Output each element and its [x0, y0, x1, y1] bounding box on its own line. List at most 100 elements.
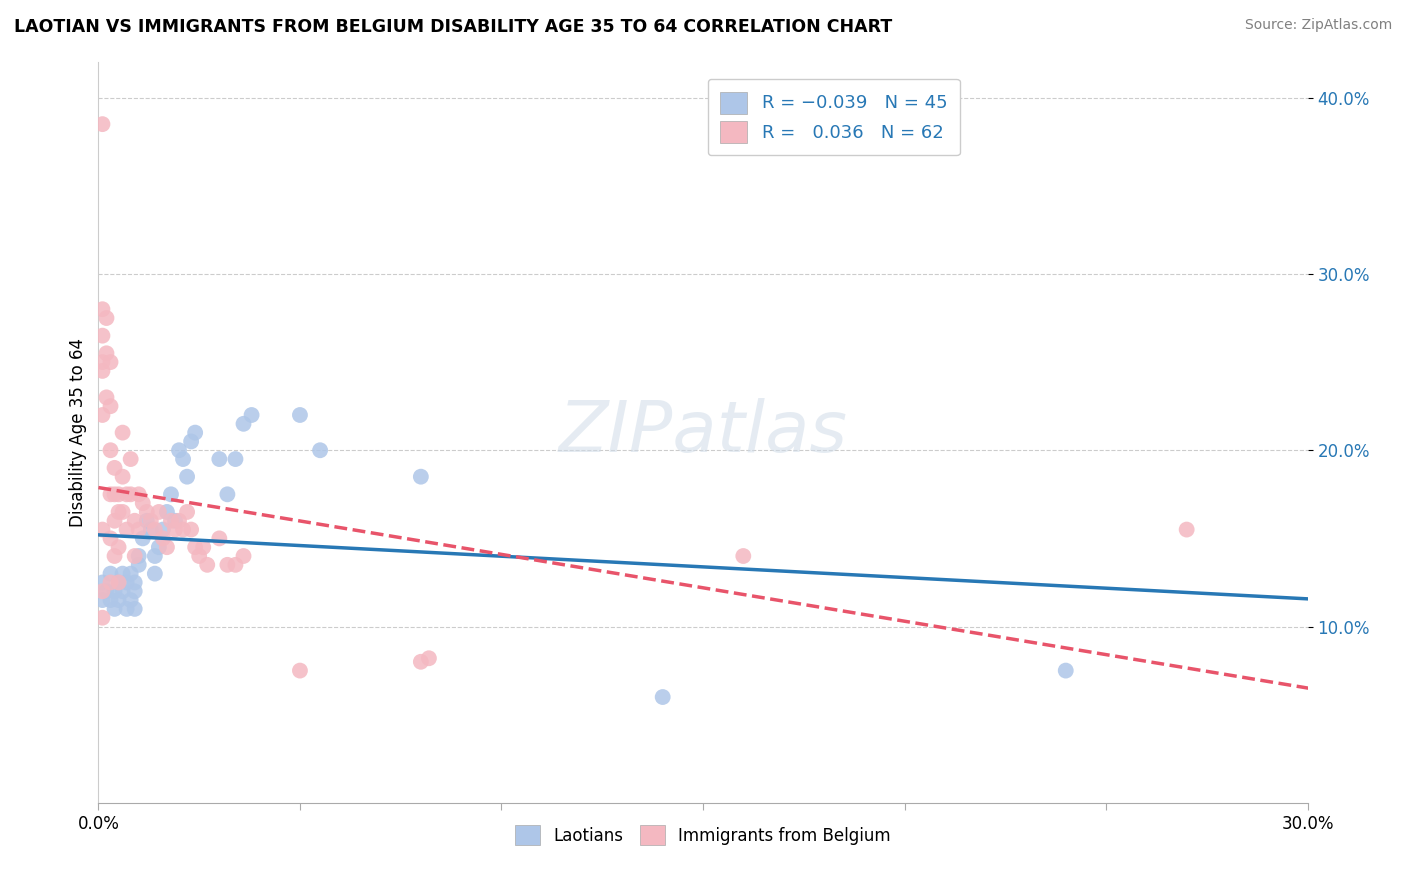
Point — [1054, 664, 1077, 678]
Point — [172, 523, 194, 537]
Point — [156, 505, 179, 519]
Legend: Laotians, Immigrants from Belgium: Laotians, Immigrants from Belgium — [506, 817, 900, 854]
Point — [100, 399, 122, 413]
Point — [232, 417, 254, 431]
Point — [103, 584, 125, 599]
Point — [224, 452, 246, 467]
Point — [100, 532, 122, 546]
Point — [1175, 523, 1198, 537]
Point — [409, 469, 432, 483]
Point — [232, 549, 254, 563]
Point — [96, 311, 118, 326]
Point — [107, 575, 129, 590]
Point — [124, 602, 146, 616]
Point — [111, 566, 134, 581]
Point — [128, 487, 150, 501]
Point — [208, 452, 231, 467]
Point — [91, 328, 114, 343]
Point — [184, 540, 207, 554]
Point — [120, 566, 142, 581]
Point — [91, 355, 114, 369]
Point — [111, 505, 134, 519]
Point — [107, 540, 129, 554]
Text: Source: ZipAtlas.com: Source: ZipAtlas.com — [1244, 18, 1392, 32]
Point — [124, 575, 146, 590]
Point — [111, 469, 134, 483]
Point — [111, 425, 134, 440]
Point — [128, 523, 150, 537]
Point — [115, 523, 138, 537]
Point — [240, 408, 263, 422]
Point — [288, 408, 311, 422]
Point — [143, 549, 166, 563]
Point — [96, 346, 118, 360]
Point — [651, 690, 673, 704]
Point — [107, 505, 129, 519]
Point — [148, 505, 170, 519]
Point — [91, 593, 114, 607]
Point — [100, 443, 122, 458]
Point — [152, 523, 174, 537]
Point — [135, 505, 157, 519]
Point — [309, 443, 332, 458]
Point — [120, 593, 142, 607]
Point — [172, 452, 194, 467]
Point — [163, 523, 186, 537]
Point — [143, 523, 166, 537]
Point — [224, 558, 246, 572]
Point — [208, 532, 231, 546]
Point — [180, 434, 202, 449]
Point — [288, 664, 311, 678]
Point — [217, 487, 239, 501]
Point — [132, 496, 155, 510]
Point — [135, 514, 157, 528]
Point — [163, 514, 186, 528]
Point — [167, 514, 190, 528]
Point — [103, 461, 125, 475]
Point — [96, 584, 118, 599]
Point — [100, 355, 122, 369]
Point — [160, 487, 183, 501]
Point — [139, 514, 162, 528]
Point — [733, 549, 755, 563]
Point — [107, 593, 129, 607]
Point — [100, 487, 122, 501]
Point — [188, 549, 211, 563]
Point — [132, 532, 155, 546]
Point — [148, 540, 170, 554]
Point — [195, 558, 218, 572]
Point — [139, 523, 162, 537]
Point — [91, 408, 114, 422]
Y-axis label: Disability Age 35 to 64: Disability Age 35 to 64 — [69, 338, 87, 527]
Point — [100, 566, 122, 581]
Point — [128, 549, 150, 563]
Point — [103, 514, 125, 528]
Point — [167, 443, 190, 458]
Point — [115, 602, 138, 616]
Point — [107, 487, 129, 501]
Point — [156, 540, 179, 554]
Point — [124, 549, 146, 563]
Point — [120, 487, 142, 501]
Point — [103, 487, 125, 501]
Point — [124, 514, 146, 528]
Point — [176, 505, 198, 519]
Point — [91, 302, 114, 317]
Point — [91, 584, 114, 599]
Point — [418, 651, 440, 665]
Point — [217, 558, 239, 572]
Point — [184, 425, 207, 440]
Point — [111, 584, 134, 599]
Point — [107, 575, 129, 590]
Point — [115, 575, 138, 590]
Point — [160, 514, 183, 528]
Point — [103, 602, 125, 616]
Point — [100, 593, 122, 607]
Point — [91, 575, 114, 590]
Point — [180, 523, 202, 537]
Point — [409, 655, 432, 669]
Point — [103, 549, 125, 563]
Point — [176, 469, 198, 483]
Text: ZIPatlas: ZIPatlas — [558, 398, 848, 467]
Point — [152, 532, 174, 546]
